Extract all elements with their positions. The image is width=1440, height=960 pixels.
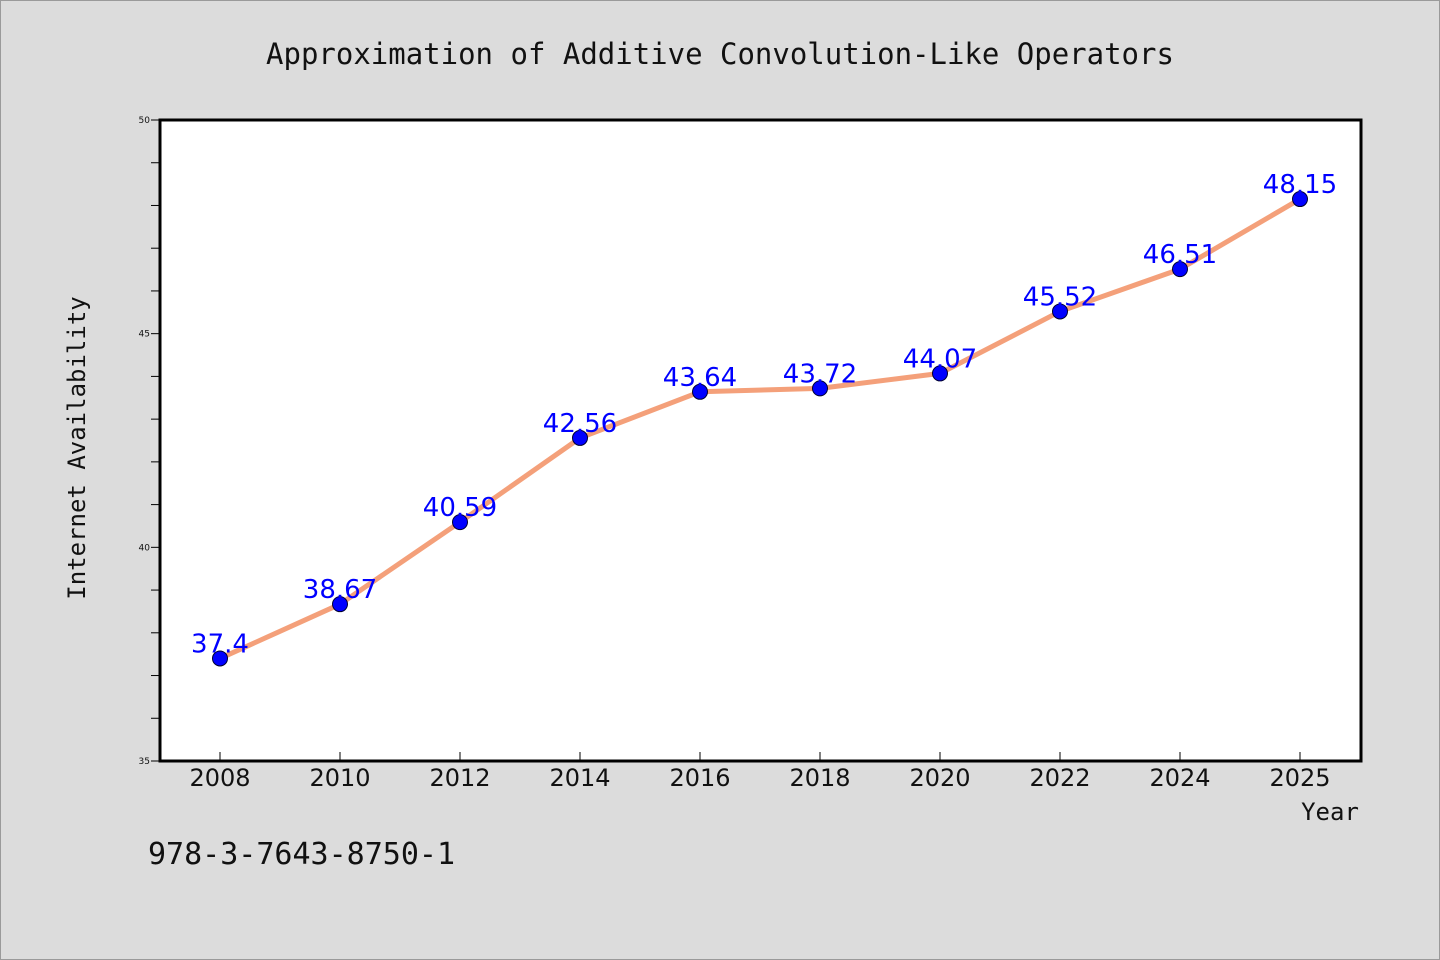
data-point	[452, 514, 468, 531]
data-label: 38.67	[303, 575, 377, 605]
x-tick-label: 2022	[1029, 764, 1090, 792]
y-tick-label: 35	[139, 757, 150, 767]
x-tick-label: 2012	[429, 764, 490, 792]
x-axis-label: Year	[1301, 798, 1359, 826]
data-label: 45.52	[1023, 282, 1097, 312]
x-tick-label: 2014	[549, 764, 610, 792]
y-tick-label: 45	[139, 330, 150, 340]
data-point	[212, 650, 228, 667]
y-tick-label: 50	[139, 116, 151, 126]
data-label: 43.64	[663, 363, 737, 393]
data-point	[1292, 191, 1308, 208]
x-tick-label: 2008	[189, 764, 250, 792]
y-axis: 35 40 45 50	[139, 116, 160, 767]
data-labels: 37.4 38.67 40.59 42.56 43.64 43.72 44.07 45.52 4…	[191, 170, 1337, 659]
x-tick-label: 2025	[1269, 764, 1330, 792]
x-tick-label: 2020	[909, 764, 970, 792]
x-tick-label: 2018	[789, 764, 850, 792]
series-line	[217, 196, 1303, 661]
x-axis: 2008 2010 2012 2014 2016 2018 2020 2022 2024 2025	[189, 752, 1331, 792]
data-label: 48.15	[1263, 170, 1337, 200]
data-point	[692, 383, 708, 400]
data-point	[1052, 303, 1068, 320]
data-point	[572, 429, 588, 446]
data-point	[932, 365, 948, 382]
data-label: 43.72	[783, 359, 857, 389]
x-tick-label: 2016	[669, 764, 730, 792]
data-point	[812, 380, 828, 397]
data-label: 40.59	[423, 493, 497, 523]
x-tick-label: 2010	[309, 764, 370, 792]
y-tick-label: 40	[139, 543, 151, 553]
chart-title: Approximation of Additive Convolution-Li…	[266, 37, 1174, 71]
data-label: 44.07	[903, 344, 977, 374]
data-label: 42.56	[543, 409, 617, 439]
data-label: 46.51	[1143, 240, 1217, 270]
x-tick-label: 2024	[1149, 764, 1210, 792]
data-point	[1172, 261, 1188, 278]
data-points	[212, 191, 1308, 667]
data-point	[332, 596, 348, 613]
isbn-annotation: 978-3-7643-8750-1	[148, 837, 455, 872]
plot-area	[158, 118, 1363, 763]
data-label: 37.4	[191, 629, 249, 659]
y-axis-label: Internet Availability	[63, 296, 91, 599]
